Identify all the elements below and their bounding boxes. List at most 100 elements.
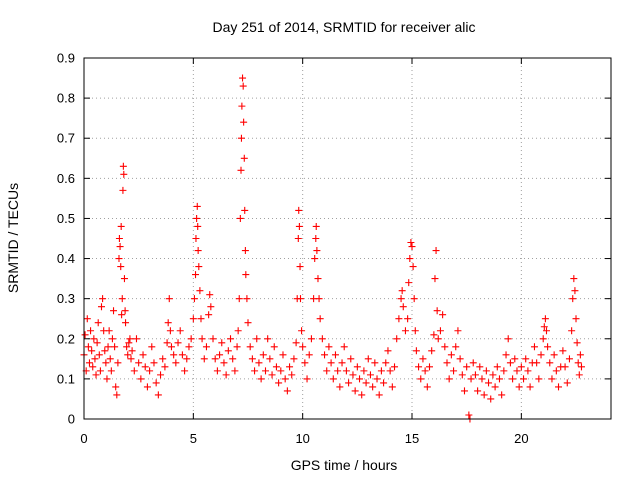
data-point	[504, 335, 512, 343]
data-point	[540, 323, 548, 331]
data-point	[407, 239, 415, 247]
data-point	[111, 343, 119, 351]
data-point	[264, 335, 272, 343]
data-point	[491, 383, 499, 391]
data-point	[192, 271, 200, 279]
data-point	[200, 355, 208, 363]
data-point	[421, 367, 429, 375]
data-point	[406, 255, 414, 263]
data-point	[460, 387, 468, 395]
data-point	[555, 383, 563, 391]
data-point	[157, 371, 165, 379]
data-point	[405, 279, 413, 287]
data-point	[520, 375, 528, 383]
data-point	[286, 363, 294, 371]
data-point	[506, 359, 514, 367]
data-point	[152, 379, 160, 387]
data-point	[296, 263, 304, 271]
data-point	[299, 343, 307, 351]
data-point	[327, 359, 335, 367]
data-point	[382, 359, 390, 367]
data-point	[237, 134, 245, 142]
data-point	[237, 166, 245, 174]
data-point	[331, 351, 339, 359]
data-point	[172, 359, 180, 367]
data-point	[433, 307, 441, 315]
data-point	[81, 331, 89, 339]
data-point	[167, 343, 175, 351]
data-point	[351, 387, 359, 395]
y-tick-label: 0.3	[57, 291, 75, 306]
data-point	[103, 375, 111, 383]
data-point	[174, 339, 182, 347]
data-point	[542, 327, 550, 335]
data-point	[342, 367, 350, 375]
data-point	[321, 351, 329, 359]
data-point	[447, 351, 455, 359]
data-point	[298, 327, 306, 335]
data-point	[195, 263, 203, 271]
data-point	[288, 371, 296, 379]
data-point	[563, 379, 571, 387]
data-point	[277, 367, 285, 375]
data-point	[419, 355, 427, 363]
data-point	[121, 307, 129, 315]
x-tick-label: 20	[514, 431, 528, 446]
data-point	[116, 243, 124, 251]
data-point	[388, 383, 396, 391]
data-point	[190, 295, 198, 303]
data-point	[205, 311, 213, 319]
data-point	[128, 347, 136, 355]
data-point	[240, 154, 248, 162]
data-point	[296, 295, 304, 303]
data-point	[311, 255, 319, 263]
data-point	[398, 287, 406, 295]
data-point	[148, 343, 156, 351]
data-point	[522, 355, 530, 363]
data-point	[489, 371, 497, 379]
data-point	[127, 355, 135, 363]
data-point	[426, 363, 434, 371]
data-point	[487, 395, 495, 403]
data-point	[150, 359, 158, 367]
data-point	[314, 275, 322, 283]
data-point	[307, 335, 315, 343]
data-point	[125, 339, 133, 347]
data-point	[178, 351, 186, 359]
data-point	[88, 347, 96, 355]
y-tick-label: 0.4	[57, 251, 75, 266]
data-point	[143, 383, 151, 391]
data-point	[386, 367, 394, 375]
data-point	[377, 367, 385, 375]
data-point	[290, 355, 298, 363]
data-point	[170, 351, 178, 359]
data-point	[411, 327, 419, 335]
data-point	[141, 363, 149, 371]
data-point	[358, 391, 366, 399]
data-point	[220, 359, 228, 367]
data-point	[362, 379, 370, 387]
y-tick-label: 0.7	[57, 131, 75, 146]
data-point	[135, 359, 143, 367]
data-point	[463, 363, 471, 371]
data-point	[454, 327, 462, 335]
data-point	[436, 327, 444, 335]
data-point	[295, 206, 303, 214]
data-point	[318, 335, 326, 343]
data-point	[234, 327, 242, 335]
data-point	[102, 359, 110, 367]
data-point	[266, 355, 274, 363]
data-point	[163, 339, 171, 347]
data-point	[498, 391, 506, 399]
data-point	[91, 355, 99, 363]
data-point	[511, 355, 519, 363]
data-point	[409, 263, 417, 271]
data-point	[452, 343, 460, 351]
data-point	[112, 383, 120, 391]
data-point	[165, 295, 173, 303]
data-point	[259, 351, 267, 359]
data-point	[471, 371, 479, 379]
data-point	[373, 375, 381, 383]
data-point	[509, 375, 517, 383]
